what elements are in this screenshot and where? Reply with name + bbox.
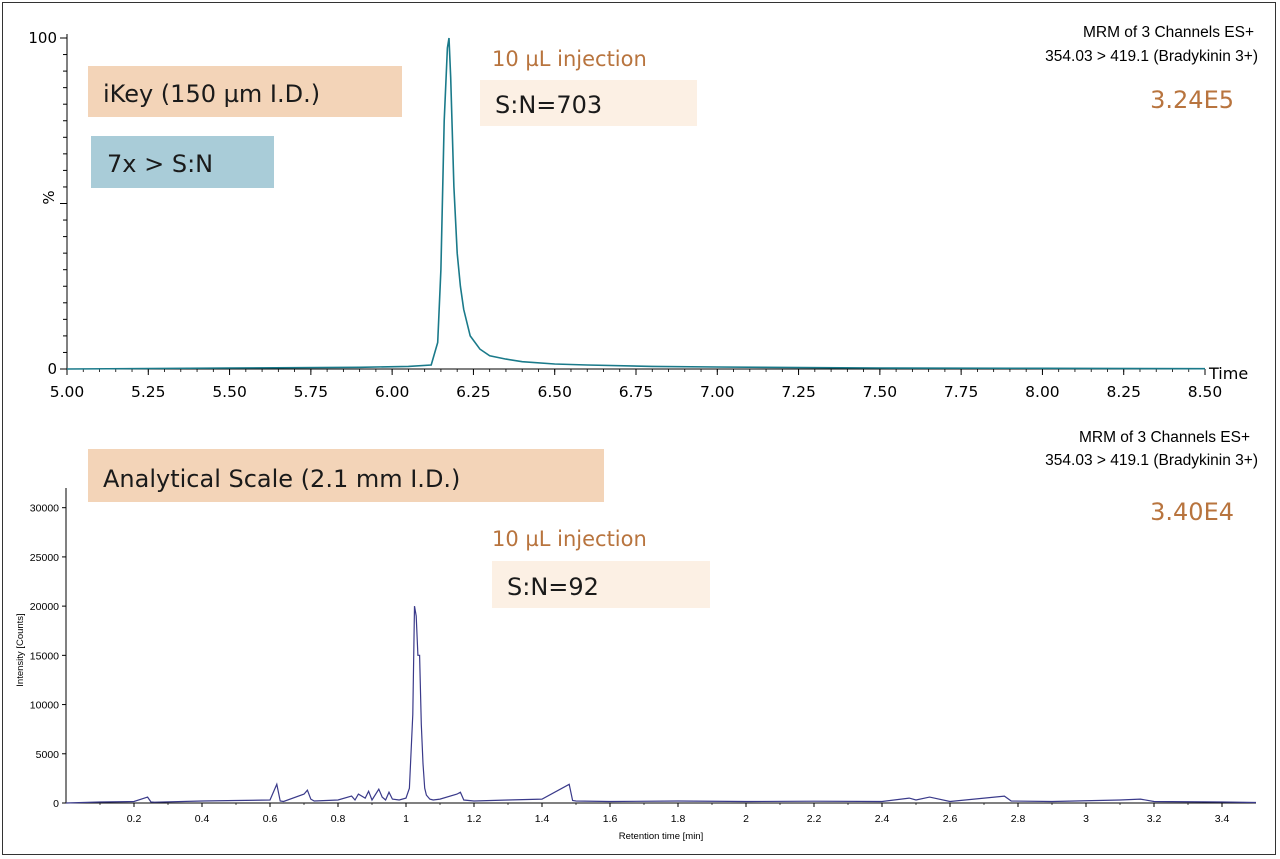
bottom-x-axis: 0.2 0.4 0.6 0.8 1 1.2 1.4 1.6 1.8 2 2.2 2.4 2.6 2.8 3 3… [66,802,1256,825]
bottom-x-tick-label: 1.4 [535,813,550,825]
bottom-x-axis-label: Retention time [min] [619,831,703,842]
top-x-tick-label: 5.25 [131,383,166,401]
top-x-tick-label: 6.00 [375,383,410,401]
top-x-tick-label: 7.00 [700,383,735,401]
top-label-box [88,66,402,117]
bottom-header-line1: MRM of 3 Channels ES+ [1079,429,1250,446]
bottom-label-box [88,449,604,502]
top-intensity-value: 3.24E5 [1150,86,1234,114]
top-label-text: iKey (150 µm I.D.) [103,80,320,108]
top-x-tick-label: 7.25 [781,383,816,401]
bottom-injection-label: 10 µL injection [492,527,647,551]
bottom-intensity-value: 3.40E4 [1150,498,1234,526]
top-x-tick-label: 7.50 [863,383,898,401]
bottom-x-tick-label: 2.4 [875,813,890,825]
bottom-x-tick-label: 0.6 [263,813,278,825]
bottom-y-tick-label: 25000 [30,552,59,564]
top-series-line [66,37,1206,370]
bottom-x-tick-label: 1.2 [467,813,482,825]
top-y-tick-label: 0 [47,360,57,378]
top-x-tick-label: 7.75 [944,383,979,401]
top-x-tick-label: 8.25 [1106,383,1141,401]
bottom-y-axis-label: Intensity [Counts] [15,613,26,686]
top-sn-text: S:N=703 [495,91,602,119]
bottom-label-text: Analytical Scale (2.1 mm I.D.) [103,465,460,493]
bottom-x-tick-label: 0.8 [331,813,346,825]
bottom-x-tick-label: 1 [403,813,409,825]
top-y-tick-label: 100 [28,29,57,47]
top-x-tick-label: 8.00 [1025,383,1060,401]
top-x-tick-label: 6.50 [537,383,572,401]
bottom-series-line [65,605,1257,804]
top-x-axis: 5.00 5.25 5.50 5.75 6.00 6.25 6.50 6.75 7.00 7.25… [50,368,1223,401]
bottom-x-tick-label: 2.2 [807,813,822,825]
bottom-y-tick-label: 5000 [36,749,60,761]
bottom-x-tick-label: 1.8 [671,813,686,825]
ratio-text: 7x > S:N [107,150,213,178]
bottom-x-tick-label: 1.6 [603,813,618,825]
top-y-axis: 0% 100 [28,29,68,378]
bottom-y-tick-label: 30000 [30,503,59,515]
bottom-x-tick-label: 3.4 [1215,813,1230,825]
top-sn-box [480,80,697,126]
bottom-y-tick-label: 0 [53,798,59,810]
bottom-x-tick-label: 2.8 [1011,813,1026,825]
bottom-sn-text: S:N=92 [507,573,599,601]
bottom-chart: 0 5000 10000 15000 20000 25000 30000 0.2 0.4 0.6… [15,429,1258,842]
bottom-header-line2: 354.03 > 419.1 (Bradykinin 3+) [1045,452,1258,469]
top-x-axis-label: Time [1208,364,1248,383]
top-x-tick-label: 8.50 [1188,383,1223,401]
bottom-x-tick-label: 0.4 [195,813,210,825]
bottom-sn-box [492,561,710,608]
top-chart: 0% 100 5.00 5.25 5.50 5.75 6.00 6.25 6.50 6.75 7.… [28,24,1258,401]
bottom-x-tick-label: 2.6 [943,813,958,825]
top-x-tick-label: 5.75 [294,383,329,401]
top-x-tick-label: 6.75 [619,383,654,401]
top-header-line1: MRM of 3 Channels ES+ [1083,24,1254,41]
ratio-box [91,136,274,188]
bottom-y-tick-label: 15000 [30,650,59,662]
top-header-line2: 354.03 > 419.1 (Bradykinin 3+) [1045,48,1258,65]
top-y-tick-label: % [40,190,58,204]
bottom-y-tick-label: 10000 [30,700,59,712]
top-x-tick-label: 5.00 [50,383,85,401]
bottom-y-axis: 0 5000 10000 15000 20000 25000 30000 [30,488,67,810]
bottom-x-tick-label: 3.2 [1147,813,1162,825]
top-x-tick-label: 6.25 [456,383,491,401]
bottom-y-tick-label: 20000 [30,601,59,613]
top-x-tick-label: 5.50 [212,383,247,401]
bottom-x-tick-label: 2 [743,813,749,825]
bottom-x-tick-label: 0.2 [127,813,142,825]
bottom-x-tick-label: 3 [1083,813,1089,825]
top-injection-label: 10 µL injection [492,47,647,71]
